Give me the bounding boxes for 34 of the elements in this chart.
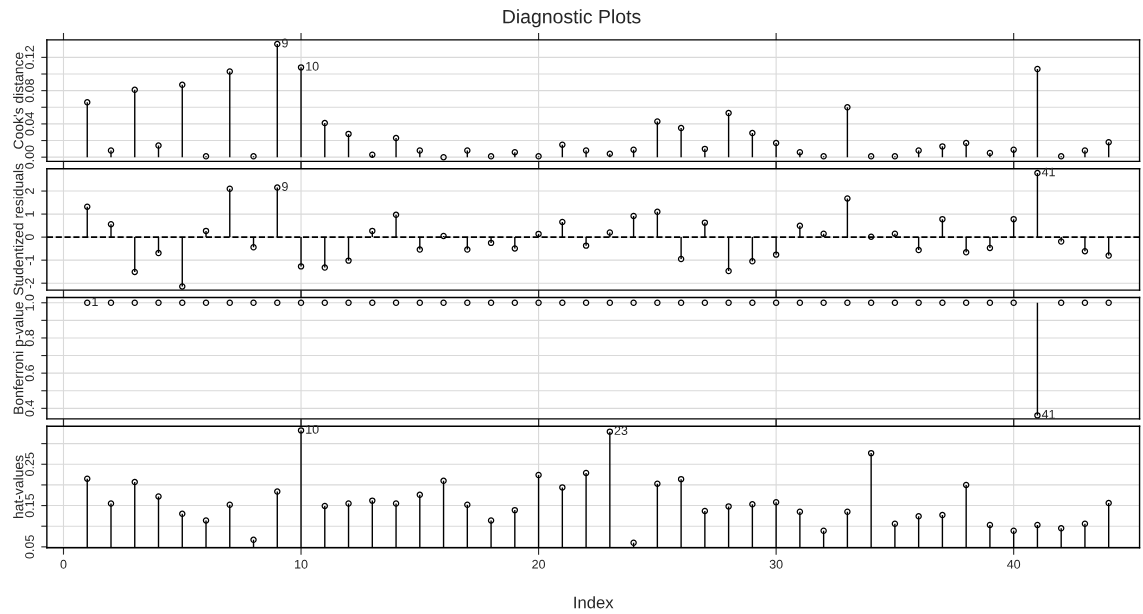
- y-tick-label: 0.04: [25, 112, 34, 136]
- y-tick-label: 0.08: [25, 79, 34, 103]
- y-tick-label: 0.25: [25, 452, 34, 476]
- y-tick-label: 0.8: [25, 329, 34, 347]
- annotation: 41: [1041, 410, 1055, 419]
- x-tick-label: 0: [60, 559, 67, 569]
- annotation: 1: [92, 297, 98, 306]
- annotation: 9: [282, 38, 288, 48]
- y-axis-title: Cook's distance: [13, 52, 24, 149]
- x-tick-label: 20: [532, 559, 546, 569]
- annotation: 10: [306, 61, 319, 71]
- x-tick-label: 40: [1007, 559, 1021, 569]
- y-tick-label: 0: [25, 234, 34, 241]
- annotation: 23: [614, 426, 628, 435]
- annotation: 41: [1041, 167, 1055, 177]
- annotation: 10: [306, 424, 319, 434]
- y-tick-label: 1: [25, 211, 34, 217]
- x-tick-label: 30: [769, 559, 783, 569]
- y-tick-label: 0.00: [25, 145, 34, 169]
- y-tick-label: 2: [25, 188, 34, 194]
- y-tick-label: 1.0: [25, 294, 34, 311]
- y-tick-label: 0.6: [25, 365, 34, 382]
- y-tick-label: 0.12: [25, 45, 34, 70]
- y-tick-label: 0.05: [25, 535, 34, 559]
- x-tick-label: 10: [295, 559, 308, 569]
- y-tick-label: -2: [25, 278, 34, 289]
- y-axis-title: Studentized residuals: [13, 163, 24, 296]
- chart-title: Diagnostic Plots: [503, 9, 641, 28]
- annotation: 9: [282, 182, 288, 191]
- y-axis-title: hat-values: [13, 455, 24, 519]
- x-axis-title: Index: [574, 596, 614, 609]
- y-tick-label: -1: [25, 255, 34, 266]
- y-tick-label: 0.4: [25, 400, 34, 417]
- y-tick-label: 0.15: [25, 493, 34, 518]
